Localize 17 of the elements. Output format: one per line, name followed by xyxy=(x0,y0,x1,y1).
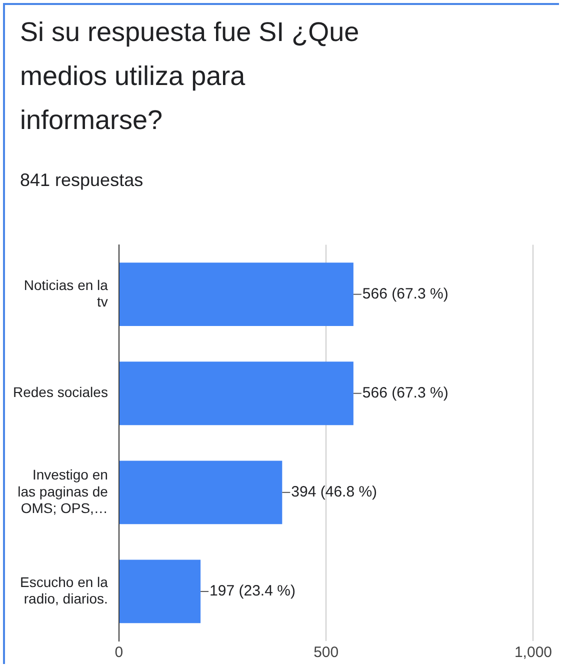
data-label: 566 (67.3 %) xyxy=(362,285,448,302)
bar xyxy=(119,262,354,326)
bar xyxy=(119,362,354,426)
y-tick-label: Investigo en las paginas de OMS; OPS,… xyxy=(18,466,108,516)
y-tick-label: Redes sociales xyxy=(13,384,108,400)
data-label: 566 (67.3 %) xyxy=(362,384,448,402)
chart-subtitle: 841 respuestas xyxy=(20,170,144,191)
chart-title: Si su respuesta fue SI ¿Que medios utiliza para informarse? xyxy=(20,16,360,137)
x-tick-label: 500 xyxy=(314,644,339,662)
data-label: 394 (46.8 %) xyxy=(291,484,378,501)
y-tick-label: Escucho en la radio, diarios. xyxy=(20,574,108,607)
x-tick-label: 1,000 xyxy=(514,644,552,662)
bar xyxy=(119,460,282,524)
bar xyxy=(119,560,201,624)
y-tick-label: Noticias en la tv xyxy=(24,276,108,310)
x-tick-label: 0 xyxy=(114,644,124,662)
data-label: 197 (23.4 %) xyxy=(210,582,296,600)
